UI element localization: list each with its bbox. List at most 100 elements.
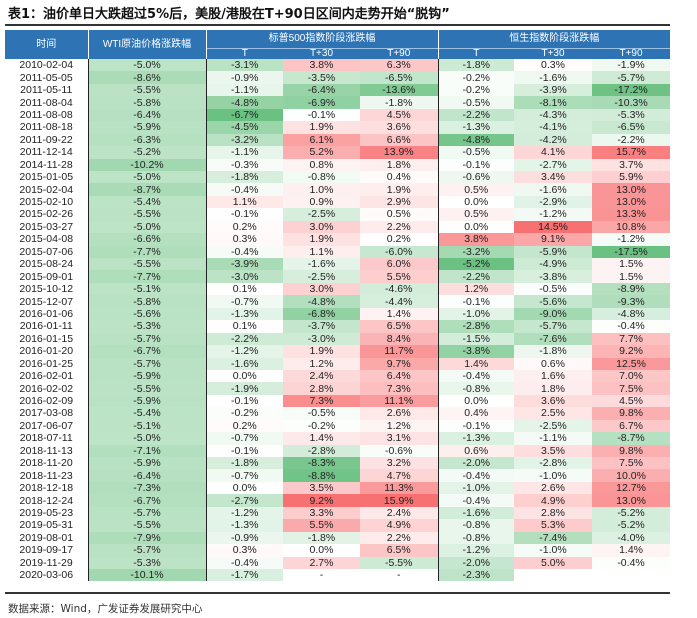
cell-hsi-t: -1.2% [437, 544, 515, 557]
cell-date: 2016-02-09 [19, 395, 74, 408]
cell-sp500-t90: 6.0% [360, 258, 439, 271]
cell-wti: -5.6% [87, 307, 206, 321]
cell-wti: -5.9% [87, 369, 206, 383]
cell-sp500-t90: 7.3% [360, 382, 439, 395]
cell-sp500-t90: 6.6% [360, 133, 439, 147]
cell-date: 2015-10-12 [19, 283, 74, 296]
cell-sp500-t90: -5.5% [360, 556, 439, 569]
cell-hsi-t90: -5.7% [592, 71, 671, 84]
cell-hsi-t: -1.0% [437, 307, 515, 321]
cell-hsi-t30: -8.1% [514, 96, 593, 109]
cell-hsi-t: -2.2% [437, 270, 515, 283]
cell-hsi-t: -0.2% [437, 83, 515, 97]
cell-hsi-t: -0.4% [437, 469, 515, 482]
cell-hsi-t30: 0.6% [514, 357, 593, 370]
cell-hsi-t90: 3.7% [592, 158, 671, 171]
table-row: 2011-09-22 -6.3% -3.2% 6.1% 6.6% -4.8% -4.2% -2… [5, 133, 671, 147]
cell-hsi-t30: -1.0% [514, 469, 593, 482]
cell-date: 2018-07-11 [19, 432, 73, 445]
cell-sp500-t30: -6.4% [283, 83, 360, 97]
cell-hsi-t30: -5.9% [514, 245, 593, 258]
cell-hsi-t: -1.0% [437, 481, 515, 495]
cell-date: 2015-02-04 [19, 183, 74, 196]
cell-sp500-t90: 13.9% [360, 146, 439, 159]
cell-date: 2015-01-05 [19, 171, 74, 184]
cell-hsi-t30: -1.0% [514, 544, 593, 557]
cell-sp500-t30: 2.8% [283, 382, 360, 395]
cell-date: 2015-04-08 [19, 233, 74, 246]
cell-hsi-t: -0.1% [437, 295, 515, 308]
cell-hsi-t90: 13.3% [592, 208, 671, 221]
cell-hsi-t90: -5.3% [592, 108, 671, 122]
cell-sp500-t90: -13.6% [360, 83, 439, 97]
cell-sp500-t90: -1.8% [360, 96, 439, 109]
cell-sp500-t90: 0.5% [360, 208, 439, 221]
cell-sp500-t: -0.9% [205, 71, 283, 84]
cell-sp500-t90: 5.5% [360, 270, 439, 283]
cell-date: 2015-02-10 [19, 196, 74, 209]
cell-hsi-t90: 1.5% [592, 270, 671, 283]
cell-date: 2011-05-05 [19, 71, 73, 84]
cell-sp500-t: -1.2% [205, 345, 283, 358]
cell-sp500-t: 0.3% [205, 233, 283, 246]
cell-wti: -5.0% [87, 59, 206, 72]
cell-hsi-t90: -5.2% [592, 519, 671, 532]
cell-date: 2016-01-20 [19, 345, 74, 358]
cell-hsi-t: -4.8% [437, 133, 515, 147]
cell-wti: -5.1% [87, 419, 206, 433]
cell-sp500-t30: 0.0% [283, 544, 360, 557]
cell-hsi-t: -1.8% [437, 59, 515, 72]
table-row: 2011-08-08 -6.4% -6.7% -0.1% 4.5% -2.2% -4.3% -… [5, 108, 671, 122]
table-row: 2016-01-06 -5.6% -1.3% -6.8% 1.4% -1.0% -9.0% -… [5, 307, 671, 321]
cell-hsi-t30: -3.8% [514, 270, 593, 283]
cell-sp500-t: -0.1% [205, 208, 283, 221]
cell-wti: -5.9% [87, 121, 206, 134]
cell-sp500-t90: 0.4% [360, 170, 439, 184]
cell-hsi-t: 0.6% [437, 444, 515, 457]
cell-date: 2018-12-18 [19, 482, 74, 495]
cell-sp500-t: -0.2% [205, 407, 283, 420]
cell-wti: -5.8% [87, 295, 206, 308]
cell-hsi-t: -0.2% [437, 71, 515, 84]
table-row: 2015-03-27 -5.0% 0.2% 3.0% 2.2% 0.0% 14.5% 10.8… [5, 220, 671, 234]
cell-sp500-t90: 4.5% [360, 108, 439, 122]
cell-sp500-t: -1.1% [205, 146, 283, 159]
cell-sp500-t: -1.3% [205, 519, 283, 532]
cell-date: 2011-08-08 [19, 108, 73, 121]
cell-date: 2016-01-11 [19, 320, 73, 333]
cell-date: 2018-11-23 [19, 469, 73, 482]
cell-hsi-t: 0.5% [437, 183, 515, 196]
cell-sp500-t90: - [397, 569, 401, 582]
cell-sp500-t90: 1.4% [360, 307, 439, 321]
header-hsi-t30: T+30 [514, 48, 593, 59]
cell-hsi-t90: -0.4% [592, 556, 671, 569]
cell-wti: -7.3% [87, 481, 206, 495]
cell-sp500-t30: -6.8% [283, 307, 360, 321]
table-title: 表1：油价单日大跌超过5%后，美股/港股在T+90日区间内走势开始“脱钩” [8, 7, 450, 22]
cell-hsi-t: -2.0% [437, 457, 515, 470]
cell-wti: -5.5% [87, 382, 206, 395]
cell-wti: -5.1% [87, 282, 206, 296]
cell-sp500-t90: 0.2% [360, 233, 439, 246]
cell-hsi-t30: 2.8% [514, 506, 593, 520]
cell-sp500-t90: 2.2% [360, 220, 439, 234]
cell-sp500-t30: -2.5% [283, 208, 360, 221]
table-row: 2010-02-04 -5.0% -3.1% 3.8% 6.3% -1.8% 0.3% -1.… [5, 59, 671, 72]
cell-hsi-t90: 12.7% [592, 481, 671, 495]
table-row: 2016-01-25 -5.7% -1.6% 1.2% 9.7% 1.4% 0.6% 12.5… [5, 357, 671, 370]
cell-wti: -8.6% [87, 71, 206, 84]
cell-sp500-t30: -8.8% [283, 469, 360, 482]
table-row: 2018-11-20 -5.9% -1.8% -8.3% 3.2% -2.0% -2.8% 7… [5, 457, 671, 470]
table-row: 2017-03-08 -5.4% -0.2% -0.5% 2.6% 0.4% 2.5% 9.8… [5, 407, 671, 420]
cell-date: 2015-07-06 [19, 245, 74, 258]
cell-sp500-t: 0.3% [205, 544, 283, 557]
cell-wti: -5.5% [87, 208, 206, 221]
cell-sp500-t30: -3.0% [283, 332, 360, 346]
cell-sp500-t: -1.2% [205, 506, 283, 520]
cell-hsi-t90: 10.8% [592, 220, 671, 234]
cell-date: 2011-12-14 [19, 146, 73, 159]
cell-hsi-t30: -1.6% [514, 71, 593, 84]
cell-date: 2017-06-07 [19, 419, 74, 432]
cell-hsi-t30: 0.3% [514, 59, 593, 72]
cell-sp500-t: -3.1% [205, 59, 283, 72]
